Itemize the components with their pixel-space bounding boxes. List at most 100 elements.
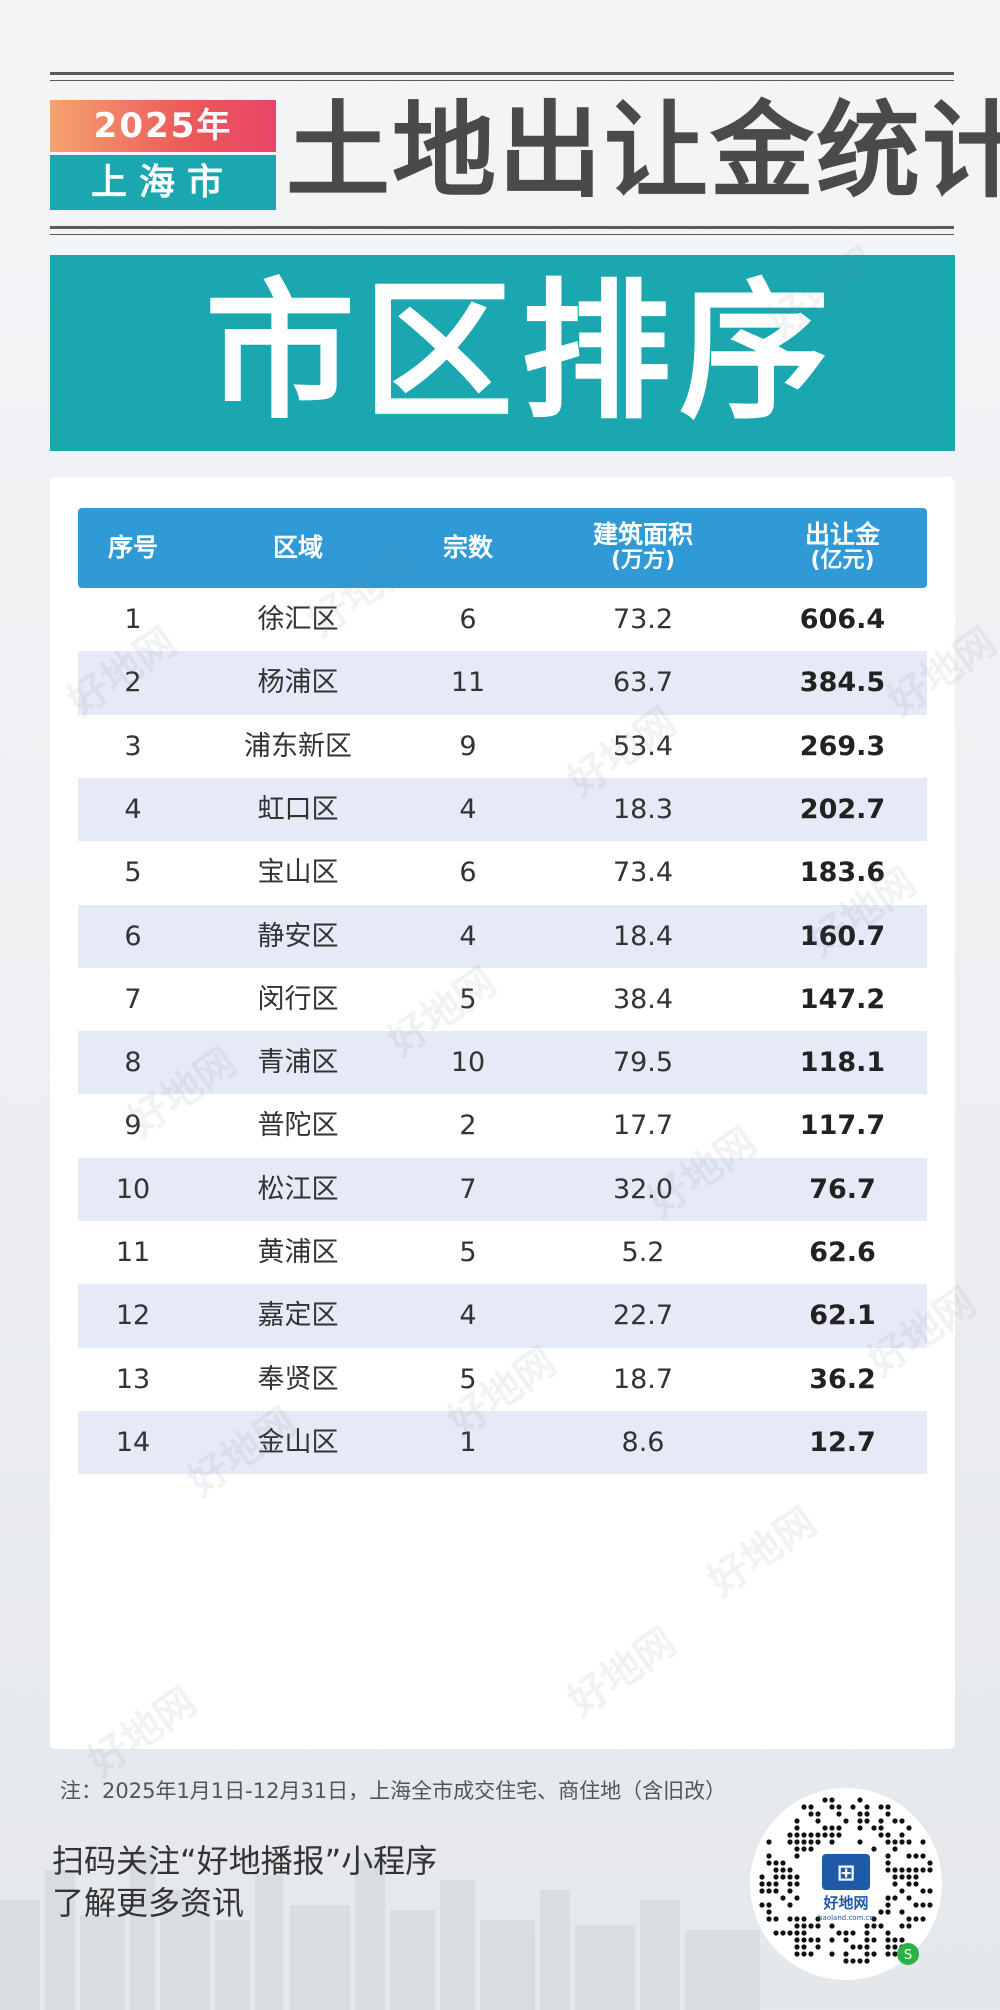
cell-rank: 9: [124, 1110, 142, 1142]
cell-area: 63.7: [612, 667, 674, 699]
cell-rank: 4: [124, 793, 142, 825]
cta-text: 扫码关注“好地播报”小程序 了解更多资讯: [52, 1840, 437, 1924]
cell-district: 奉贤区: [257, 1363, 339, 1395]
cell-district: 闵行区: [257, 983, 339, 1015]
cell-district: 静安区: [257, 920, 339, 952]
cell-district: 青浦区: [257, 1047, 339, 1079]
cta-line-2: 了解更多资讯: [52, 1884, 245, 1922]
table-row: 7 闵行区 5 38.4 147.2: [78, 968, 927, 1031]
cell-rank: 11: [115, 1237, 151, 1268]
cell-district: 杨浦区: [257, 667, 339, 699]
cell-count: 11: [450, 667, 486, 699]
table-row: 12 嘉定区 4 22.7 62.1: [78, 1284, 927, 1348]
cell-area: 53.4: [612, 730, 674, 762]
cell-area: 79.5: [612, 1047, 674, 1079]
col-header-rank: 序号: [107, 533, 158, 562]
cell-rank: 10: [115, 1173, 151, 1205]
cell-area: 73.4: [612, 857, 674, 889]
cell-count: 10: [450, 1047, 486, 1079]
cell-fee: 147.2: [799, 983, 886, 1015]
cell-fee: 160.7: [799, 920, 886, 952]
cell-district: 嘉定区: [257, 1300, 339, 1332]
header-rule-bottom-2: [50, 234, 954, 235]
cell-rank: 3: [124, 730, 142, 762]
cell-district: 金山区: [257, 1426, 339, 1458]
cell-fee: 606.4: [799, 604, 886, 635]
cell-fee: 36.2: [809, 1363, 876, 1395]
table-row: 11 黄浦区 5 5.2 62.6: [78, 1221, 927, 1284]
header-rule-bottom: [50, 226, 954, 229]
cell-count: 1: [459, 1426, 477, 1458]
table-row: 6 静安区 4 18.4 160.7: [78, 904, 927, 968]
cell-rank: 13: [115, 1363, 151, 1395]
cell-count: 4: [459, 1300, 477, 1332]
banner-title: 市区排序: [205, 266, 838, 440]
cell-area: 8.6: [621, 1426, 665, 1458]
cell-district: 黄浦区: [257, 1237, 339, 1268]
cell-area: 18.3: [612, 793, 674, 825]
cell-count: 9: [459, 730, 477, 762]
table-row: 5 宝山区 6 73.4 183.6: [78, 841, 927, 904]
table-row: 13 奉贤区 5 18.7 36.2: [78, 1348, 927, 1411]
table-header: 序号 区域 宗数 建筑面积 (万方) 出让金 (亿元): [78, 508, 927, 588]
header-rule-top-2: [50, 80, 954, 81]
cell-count: 4: [459, 793, 477, 825]
col-header-district: 区域: [272, 533, 323, 562]
table-row: 4 虹口区 4 18.3 202.7: [78, 777, 927, 842]
cell-count: 2: [459, 1110, 477, 1142]
table-row: 2 杨浦区 11 63.7 384.5: [78, 651, 927, 715]
col-header-count: 宗数: [442, 533, 493, 562]
cell-rank: 14: [115, 1426, 151, 1458]
cell-area: 22.7: [612, 1300, 674, 1332]
page-title: 土地出让金统计: [286, 90, 1000, 212]
cell-count: 7: [459, 1173, 477, 1205]
table-row: 9 普陀区 2 17.7 117.7: [78, 1094, 927, 1157]
cell-rank: 7: [124, 983, 142, 1015]
cell-area: 17.7: [612, 1110, 674, 1142]
cell-area: 18.4: [612, 920, 674, 952]
header-rule-top: [50, 72, 954, 75]
cell-area: 73.2: [612, 604, 674, 635]
cell-area: 5.2: [621, 1237, 665, 1268]
table-row: 8 青浦区 10 79.5 118.1: [78, 1031, 927, 1095]
col-header-fee-unit: (亿元): [810, 548, 875, 573]
cell-rank: 12: [115, 1300, 151, 1332]
mini-program-qr-code[interactable]: ⊞ 好地网 haoland.com.cn S: [748, 1786, 944, 1982]
cell-fee: 384.5: [799, 667, 886, 699]
cell-fee: 118.1: [799, 1047, 886, 1079]
cell-district: 普陀区: [257, 1110, 339, 1142]
cell-count: 5: [459, 983, 477, 1015]
table-row: 14 金山区 1 8.6 12.7: [78, 1410, 927, 1475]
svg-text:S: S: [904, 1948, 912, 1963]
cell-fee: 269.3: [799, 730, 886, 762]
cell-count: 5: [459, 1363, 477, 1395]
banner: 市区排序: [50, 255, 955, 451]
cell-fee: 12.7: [809, 1426, 876, 1458]
wechat-mini-program-icon: [897, 1943, 919, 1965]
table-row: 10 松江区 7 32.0 76.7: [78, 1157, 927, 1221]
col-header-area-unit: (万方): [610, 548, 676, 573]
year-tag: 2025年: [50, 100, 276, 152]
cell-district: 徐汇区: [257, 604, 339, 635]
cell-rank: 2: [124, 667, 142, 699]
cta-line-1: 扫码关注“好地播报”小程序: [52, 1842, 438, 1880]
cell-count: 4: [459, 920, 477, 952]
svg-text:⊞: ⊞: [837, 1861, 855, 1886]
cell-fee: 202.7: [799, 793, 886, 825]
cell-fee: 62.1: [809, 1300, 876, 1332]
city-tag: 上海市: [50, 155, 276, 210]
cell-rank: 1: [124, 604, 142, 635]
col-header-area: 建筑面积 (万方): [592, 520, 693, 574]
cell-rank: 6: [124, 920, 142, 952]
logo-icon: [822, 1854, 870, 1890]
cell-fee: 183.6: [799, 857, 886, 889]
cell-rank: 8: [124, 1047, 142, 1079]
cell-district: 浦东新区: [244, 730, 352, 762]
cell-count: 6: [459, 857, 477, 889]
cell-district: 松江区: [257, 1173, 339, 1205]
cell-count: 5: [459, 1237, 477, 1268]
table-row: 3 浦东新区 9 53.4 269.3: [78, 715, 927, 778]
cell-fee: 76.7: [809, 1173, 876, 1205]
cell-count: 6: [459, 604, 477, 635]
qr-logo-text: 好地网: [822, 1894, 868, 1912]
